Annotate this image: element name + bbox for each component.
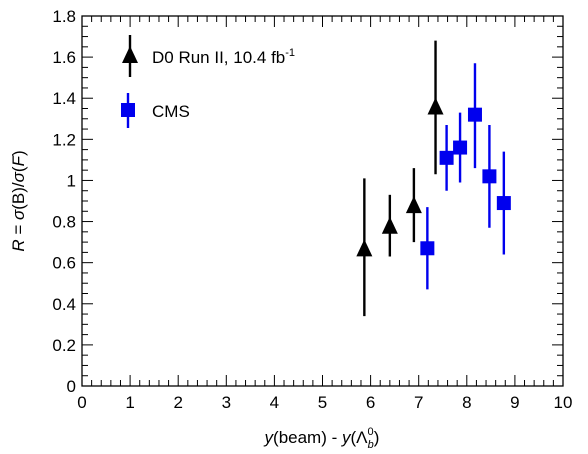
y-tick-label: 0 [67, 377, 76, 396]
x-tick-label: 5 [318, 393, 327, 412]
legend-cms-square-marker [121, 103, 135, 117]
y-tick-labels: 0 0.2 0.4 0.6 0.8 1 1.2 1.4 1.6 1.8 [52, 7, 76, 396]
x-tick-label: 2 [173, 393, 182, 412]
series-layer [356, 40, 511, 317]
y-tick-label: 0.6 [52, 254, 76, 273]
x-tick-label: 6 [366, 393, 375, 412]
x-tick-label: 0 [77, 393, 86, 412]
legend: D0 Run II, 10.4 fb-1 CMS [121, 35, 295, 128]
series-d0 [356, 40, 444, 317]
data-point-square [453, 140, 468, 155]
legend-d0-label: D0 Run II, 10.4 fb-1 [152, 47, 295, 67]
y-axis-title: R = σ(B)/σ(F) [9, 150, 28, 251]
major-ticks [81, 15, 564, 387]
x-tick-labels: 0 1 2 3 4 5 6 7 8 9 10 [77, 393, 572, 412]
x-axis-title: y(beam) - y(Λ0 b) [264, 426, 380, 451]
data-point-triangle [427, 97, 444, 115]
series-cms [420, 63, 511, 290]
data-point-square [482, 169, 497, 184]
plot-frame [81, 15, 564, 387]
data-point-square [439, 150, 454, 165]
y-tick-label: 1 [67, 171, 76, 190]
y-tick-label: 0.2 [52, 336, 76, 355]
y-tick-label: 1.2 [52, 130, 76, 149]
data-point-triangle [381, 216, 398, 234]
data-point-square [467, 107, 482, 122]
legend-cms-label: CMS [152, 102, 190, 121]
y-tick-label: 1.4 [52, 89, 76, 108]
data-point-triangle [405, 196, 422, 214]
x-tick-label: 8 [462, 393, 471, 412]
legend-d0-triangle-marker [122, 46, 138, 63]
x-tick-label: 3 [222, 393, 231, 412]
data-point-square [496, 196, 511, 211]
x-tick-label: 10 [554, 393, 573, 412]
y-tick-label: 0.8 [52, 213, 76, 232]
y-tick-label: 1.6 [52, 48, 76, 67]
x-tick-label: 4 [270, 393, 279, 412]
y-tick-label: 0.4 [52, 295, 76, 314]
x-tick-label: 7 [414, 393, 423, 412]
y-tick-label: 1.8 [52, 7, 76, 26]
data-point-triangle [356, 239, 373, 257]
data-point-square [420, 241, 435, 256]
minor-ticks [82, 16, 563, 386]
x-tick-label: 1 [125, 393, 134, 412]
x-tick-label: 9 [510, 393, 519, 412]
